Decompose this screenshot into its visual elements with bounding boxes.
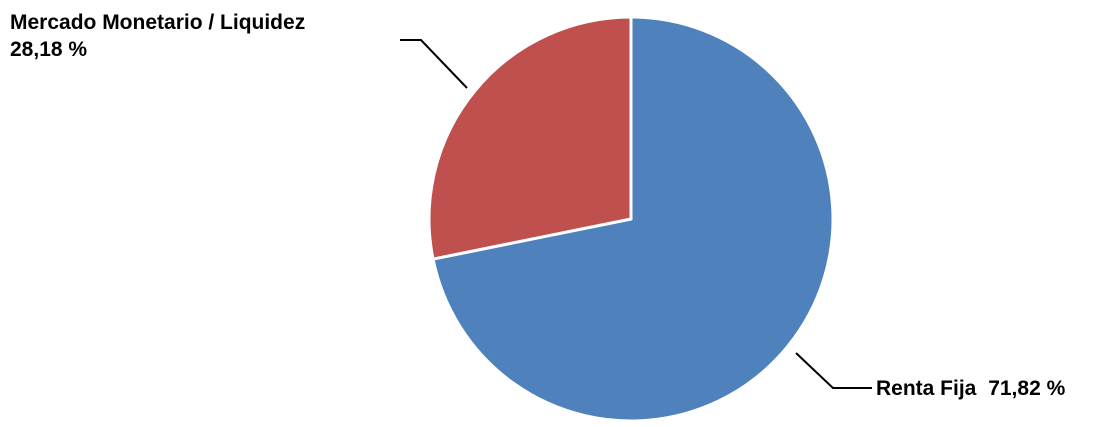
slice-label-mercado-monetario-name: Mercado Monetario / Liquidez bbox=[10, 11, 305, 34]
leader-line-renta-fija bbox=[795, 352, 872, 389]
leader-line-mercado-monetario bbox=[400, 39, 468, 89]
pie-slices bbox=[427, 15, 835, 423]
leader-lines bbox=[400, 39, 872, 389]
slice-label-mercado-monetario-value: 28,18 % bbox=[10, 38, 87, 61]
slice-label-renta-fija-value: 71,82 % bbox=[988, 377, 1065, 400]
pie-slice-renta-fija bbox=[431, 15, 835, 423]
slice-label-renta-fija-name: Renta Fija bbox=[876, 377, 977, 400]
pie-slice-mercado-monetario-liquidez bbox=[427, 15, 633, 261]
slice-label-renta-fija: Renta Fija 71,82 % bbox=[876, 377, 1066, 400]
